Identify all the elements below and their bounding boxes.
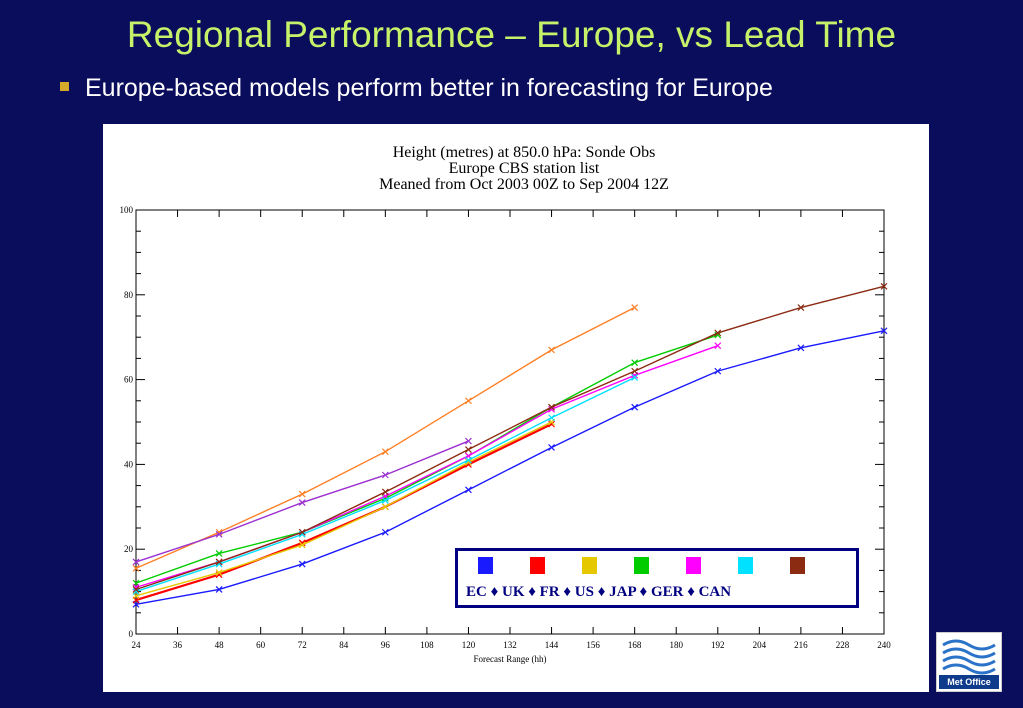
x-tick-label-240: 240 <box>877 640 891 650</box>
legend-swatch-fr <box>582 557 597 574</box>
data-point-us-192 <box>714 331 722 339</box>
legend-swatch-us <box>634 557 649 574</box>
data-point-ger-168 <box>631 374 639 381</box>
data-point-ec-96 <box>381 528 389 536</box>
x-tick-label-216: 216 <box>794 640 808 650</box>
x-tick-label-108: 108 <box>420 640 434 650</box>
x-tick-label-36: 36 <box>173 640 183 650</box>
data-point-ger-120 <box>465 456 472 464</box>
data-point-unlabelled-7-168 <box>631 304 639 311</box>
logo-text: Met Office <box>939 675 999 689</box>
legend-swatch-ger <box>738 557 753 574</box>
data-point-ec-240 <box>880 327 888 335</box>
data-point-can-216 <box>797 304 805 311</box>
x-tick-label-204: 204 <box>753 640 767 650</box>
x-tick-label-60: 60 <box>256 640 266 650</box>
data-point-ec-192 <box>714 367 722 375</box>
data-point-unlabelled-8-96 <box>381 471 389 479</box>
chart-title-line-3: Meaned from Oct 2003 00Z to Sep 2004 12Z <box>379 176 669 193</box>
data-point-unlabelled-8-48 <box>215 530 223 538</box>
data-point-can-192 <box>714 329 722 337</box>
data-point-fr-96 <box>381 503 389 511</box>
legend-swatch-uk <box>530 557 545 574</box>
x-tick-label-144: 144 <box>545 640 559 650</box>
data-point-ec-48 <box>215 586 223 593</box>
x-tick-label-84: 84 <box>339 640 349 650</box>
slide-title: Regional Performance – Europe, vs Lead T… <box>126 14 897 55</box>
y-tick-label-20: 20 <box>124 544 134 554</box>
data-point-ger-144 <box>548 414 555 422</box>
data-point-ec-120 <box>465 486 472 494</box>
x-tick-label-72: 72 <box>298 640 307 650</box>
data-point-unlabelled-7-24 <box>132 564 140 572</box>
x-tick-label-120: 120 <box>462 640 476 650</box>
series-line-uk <box>135 423 553 602</box>
data-point-can-72 <box>298 528 306 536</box>
data-point-can-144 <box>548 403 555 411</box>
bullet-text: Europe-based models perform better in fo… <box>85 74 773 102</box>
x-tick-label-132: 132 <box>503 640 517 650</box>
data-point-us-168 <box>631 359 639 367</box>
x-tick-label-228: 228 <box>836 640 850 650</box>
chart-title-line-1: Height (metres) at 850.0 hPa: Sonde Obs <box>393 144 656 161</box>
data-point-uk-144 <box>548 420 555 428</box>
data-point-can-24 <box>132 586 140 593</box>
line-chart: Height (metres) at 850.0 hPa: Sonde Obs … <box>120 144 892 664</box>
x-tick-label-168: 168 <box>628 640 642 650</box>
legend-swatch-can <box>790 557 805 574</box>
y-tick-label-60: 60 <box>124 375 134 385</box>
data-point-unlabelled-7-144 <box>548 346 555 354</box>
data-point-unlabelled-7-72 <box>298 490 306 498</box>
data-point-unlabelled-8-120 <box>465 437 472 445</box>
bullet-item: Europe-based models perform better in fo… <box>60 74 773 103</box>
data-point-ger-96 <box>381 497 389 504</box>
data-point-fr-120 <box>465 458 472 466</box>
legend-swatch-ec <box>478 557 493 574</box>
data-point-ger-24 <box>132 588 140 596</box>
data-point-can-240 <box>880 282 888 290</box>
series-line-fr <box>135 421 552 597</box>
chart-panel: Height (metres) at 850.0 hPa: Sonde Obs … <box>103 124 929 692</box>
data-point-ec-216 <box>797 344 805 352</box>
series-line-us <box>135 334 718 584</box>
y-tick-label-0: 0 <box>129 629 134 639</box>
series-line-can <box>135 285 885 591</box>
x-tick-label-180: 180 <box>669 640 683 650</box>
bullet-square-icon <box>60 81 69 91</box>
legend-swatch-jap <box>686 557 701 574</box>
y-tick-label-40: 40 <box>124 459 134 469</box>
data-point-can-168 <box>631 367 639 375</box>
x-tick-label-192: 192 <box>711 640 725 650</box>
data-point-us-48 <box>215 550 223 557</box>
data-point-can-96 <box>381 488 389 496</box>
x-tick-label-24: 24 <box>132 640 142 650</box>
data-point-unlabelled-7-96 <box>381 448 389 456</box>
data-point-fr-72 <box>298 541 306 549</box>
chart-title-line-2: Europe CBS station list <box>449 160 600 177</box>
series-line-ec <box>135 330 885 606</box>
series-line-unlabelled-7 <box>135 306 635 569</box>
y-tick-label-80: 80 <box>124 290 134 300</box>
waves-icon <box>942 639 996 675</box>
data-point-fr-48 <box>215 569 223 576</box>
data-point-uk-72 <box>298 539 306 547</box>
data-point-jap-144 <box>548 405 555 413</box>
met-office-logo: Met Office <box>936 632 1002 692</box>
x-tick-label-96: 96 <box>381 640 391 650</box>
data-point-unlabelled-8-24 <box>132 558 140 566</box>
x-axis-label: Forecast Range (hh) <box>474 654 547 664</box>
data-point-can-120 <box>465 446 472 453</box>
legend-text: EC ♦ UK ♦ FR ♦ US ♦ JAP ♦ GER ♦ CAN <box>466 584 732 600</box>
data-point-unlabelled-8-72 <box>298 499 306 506</box>
data-point-jap-192 <box>714 342 722 350</box>
data-point-ec-144 <box>548 444 555 451</box>
x-tick-label-156: 156 <box>586 640 600 650</box>
data-point-can-48 <box>215 558 223 566</box>
x-tick-label-48: 48 <box>215 640 225 650</box>
data-point-ec-72 <box>298 560 306 568</box>
data-point-unlabelled-7-120 <box>465 397 472 405</box>
y-tick-label-100: 100 <box>120 205 134 215</box>
legend: EC ♦ UK ♦ FR ♦ US ♦ JAP ♦ GER ♦ CAN <box>455 548 859 608</box>
data-point-ec-168 <box>631 403 639 411</box>
